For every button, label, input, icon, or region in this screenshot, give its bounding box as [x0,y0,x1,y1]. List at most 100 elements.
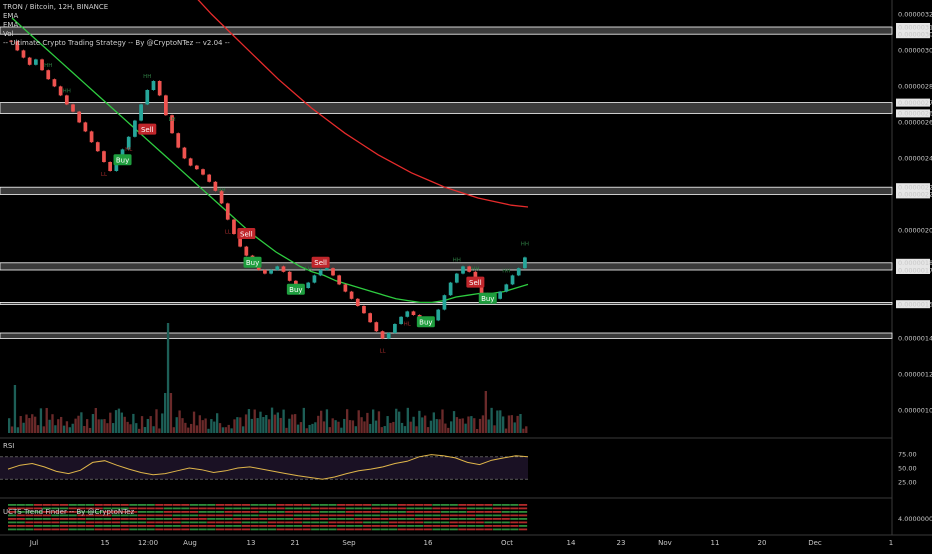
ema-slow-legend[interactable]: EMA [3,21,19,29]
rsi-title[interactable]: RSI [3,442,15,450]
strategy-legend[interactable]: -- Ultimate Crypto Trading Strategy -- B… [3,39,230,47]
volume-bar [48,419,51,433]
symbol-title[interactable]: TRON / Bitcoin, 12H, BINANCE [3,3,109,11]
volume-bar [265,415,268,433]
ema-fast-legend[interactable]: EMA [3,12,19,20]
buy-signal-box[interactable] [286,283,305,295]
trend-bar [501,521,510,524]
trend-bar [250,528,259,531]
volume-bar [25,414,28,433]
time-tick: Jul [29,539,39,547]
trend-bar [397,528,406,531]
trend-bar [137,525,147,527]
volume-bar [487,419,490,433]
trend-bar [345,514,354,517]
trend-bar [484,511,493,513]
volume-bar [328,427,331,433]
trend-bar [77,504,86,506]
trend-bar [276,514,285,517]
trend-bar [345,504,354,506]
trend-bar [85,525,95,527]
trend-bar [466,514,476,517]
trend-bar [345,525,354,527]
volume-bar [143,427,147,433]
sell-signal-label[interactable]: Sell [469,279,482,287]
price-tick: 0.00000313 [898,23,932,31]
volume-bar [279,417,282,433]
trend-bar [103,528,112,531]
volume-bar [389,422,392,433]
trend-bar [207,518,216,520]
volume-bar [441,409,444,433]
trend-bar [302,528,311,531]
candle-body [238,234,242,247]
swing-label: HH [453,258,461,264]
trend-bar [389,507,398,510]
trend-bar [363,511,372,513]
volume-bar [210,419,213,433]
trend-bar [371,504,380,506]
volume-bar [380,427,383,433]
trend-title[interactable]: UCTS Trend Finder -- By @CryptoNTez [3,508,135,516]
trend-bar [250,511,259,513]
sell-signal-box[interactable] [237,228,256,239]
volume-bar [447,427,450,433]
buy-signal-label[interactable]: Buy [116,157,129,165]
trend-bar [441,521,450,524]
candle-body [213,181,218,191]
candle-body [108,162,112,171]
trend-bar [466,528,476,531]
trend-bar [85,511,95,513]
trend-bar [389,511,398,513]
sell-signal-box[interactable] [311,256,330,268]
volume-bar [406,407,409,433]
sell-signal-label[interactable]: Sell [240,230,253,238]
trend-bar [155,521,164,524]
trend-bar [363,528,372,531]
buy-signal-box[interactable] [113,154,132,166]
sr-zone [0,262,893,271]
buy-signal-box[interactable] [478,292,497,304]
trend-bar [371,514,380,517]
buy-signal-label[interactable]: Buy [289,286,302,294]
candle-body [188,158,193,166]
buy-signal-box[interactable] [243,256,262,268]
trend-bar [111,507,121,510]
volume-bar [227,424,230,433]
trend-bar [120,525,129,527]
trend-bar [415,511,424,513]
buy-signal-label[interactable]: Buy [419,319,432,327]
trend-bar [25,507,34,510]
trend-bar [328,521,337,524]
trend-bar [501,507,510,510]
volume-legend[interactable]: Vol [3,30,14,38]
trend-bar [337,525,346,527]
trend-bar [250,507,259,510]
sell-signal-label[interactable]: Sell [141,126,154,134]
sell-signal-box[interactable] [138,123,157,135]
volume-bar [386,416,389,433]
trend-bar [215,525,225,527]
buy-signal-box[interactable] [416,316,435,328]
sell-signal-label[interactable]: Sell [314,259,327,267]
trend-bar [25,518,34,520]
trend-bar [68,507,77,510]
trend-bar [103,511,112,513]
trend-bar [8,511,17,513]
sell-signal-box[interactable] [466,276,485,288]
trend-bar [129,528,138,531]
buy-signal-label[interactable]: Buy [246,259,259,267]
trend-bar [354,507,363,510]
trend-bar [518,507,528,510]
volume-bar [383,426,386,433]
trend-bar [518,528,528,531]
buy-signal-label[interactable]: Buy [481,295,494,303]
volume-bar [132,413,135,433]
trend-bar [146,507,155,510]
trend-bar [267,504,276,506]
trend-bar [129,511,138,513]
volume-bar [42,426,45,433]
trend-bar [389,525,398,527]
